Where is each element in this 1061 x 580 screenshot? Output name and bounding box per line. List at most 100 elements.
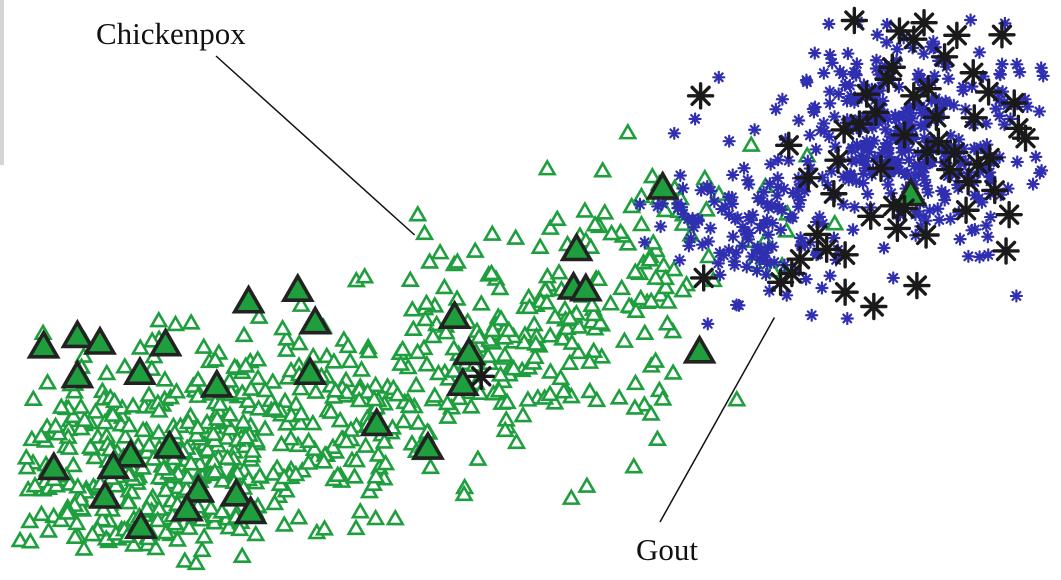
data-point-triangle [188,417,208,435]
data-point-small-asterisk [735,239,750,253]
data-point-triangle [447,252,468,269]
data-point-triangle [276,340,297,357]
data-point-triangle [38,521,59,538]
data-point-triangle [618,122,638,140]
data-point-triangle [569,317,589,334]
data-point-triangle [393,411,414,429]
data-point-triangle [338,336,358,354]
data-point-triangle [299,431,319,449]
data-point-small-asterisk [890,42,904,56]
gout-leader-line [659,317,776,523]
data-point-triangle [642,166,662,184]
data-point-triangle [444,338,464,356]
data-point-large-asterisk [960,104,988,132]
data-point-small-asterisk [840,94,854,108]
data-point-triangle [192,540,212,558]
data-point-small-asterisk [703,221,718,235]
data-point-large-asterisk [952,196,980,224]
data-point-small-asterisk [673,168,687,183]
data-point-triangle [495,345,515,363]
data-point-triangle [210,394,230,412]
data-point-small-asterisk [917,47,931,61]
data-point-triangle [696,199,717,217]
data-point-triangle [428,363,449,381]
data-point-triangle [425,386,445,403]
data-point-triangle [201,498,221,516]
data-point-small-asterisk [931,202,945,216]
data-point-triangle [97,363,117,381]
data-point-triangle [181,312,201,330]
data-point-small-asterisk [919,179,933,193]
data-point-large-triangle [451,335,486,366]
data-point-small-asterisk [798,238,812,252]
data-point-triangle [374,432,394,449]
data-point-triangle [153,458,174,476]
data-point-triangle [657,313,678,331]
data-point-triangle [289,333,309,351]
data-point-triangle [438,407,458,424]
data-point-triangle [350,501,370,519]
data-point-triangle [540,384,560,402]
data-point-small-asterisk [654,219,668,234]
data-point-triangle [454,484,474,502]
data-point-triangle [699,246,719,264]
data-point-small-asterisk [938,187,952,201]
data-point-triangle [67,513,87,531]
data-point-large-triangle [88,479,123,509]
data-point-triangle [20,531,40,549]
chickenpox-leader-line [215,55,416,236]
data-point-triangle [575,201,595,218]
data-point-large-triangle [233,494,268,525]
data-point-small-asterisk [823,85,837,99]
data-point-small-asterisk [713,268,727,282]
data-point-small-asterisk [859,154,873,168]
data-point-triangle [178,412,198,430]
data-point-large-asterisk [820,180,848,208]
data-point-triangle [133,420,153,438]
data-point-triangle [537,158,557,176]
data-point-triangle [71,397,91,414]
data-point-triangle [506,432,527,450]
data-point-triangle [530,237,550,254]
data-point-triangle [277,328,297,346]
data-point-triangle [580,381,600,399]
data-point-large-asterisk [857,202,885,231]
data-point-small-asterisk [775,203,789,217]
data-point-small-asterisk [722,134,736,148]
data-point-triangle [663,321,683,339]
data-point-triangle [593,160,613,178]
data-point-triangle [233,412,253,430]
data-point-large-asterisk [900,25,928,53]
data-point-triangle [641,404,661,421]
data-point-triangle [323,437,343,454]
data-point-triangle [242,441,263,458]
data-point-triangle [63,455,83,473]
data-point-small-asterisk [1036,69,1050,83]
data-point-triangle [497,392,517,410]
data-point-large-asterisk [686,82,715,110]
data-point-triangle [540,362,561,379]
data-point-triangle [165,513,185,531]
data-point-small-asterisk [667,126,681,140]
data-point-triangle [346,450,367,468]
data-point-triangle [149,422,169,440]
data-point-triangle [17,457,37,475]
data-point-triangle [263,372,283,389]
data-point-small-asterisk [688,112,702,126]
data-point-triangle [506,228,526,245]
data-point-small-asterisk [923,203,937,218]
data-point-triangle [664,259,684,277]
data-point-triangle [303,413,323,431]
data-point-triangle [286,464,306,482]
data-point-triangle [271,434,292,452]
data-point-small-asterisk [1033,166,1047,180]
data-point-large-asterisk [941,138,969,167]
data-point-large-triangle [645,170,680,200]
data-point-triangle [340,351,360,369]
data-point-triangle [103,405,123,422]
data-point-triangle [37,372,58,390]
data-point-triangle [276,413,297,431]
data-point-small-asterisk [673,253,687,267]
data-point-triangle [85,447,105,465]
data-point-triangle [57,503,77,520]
